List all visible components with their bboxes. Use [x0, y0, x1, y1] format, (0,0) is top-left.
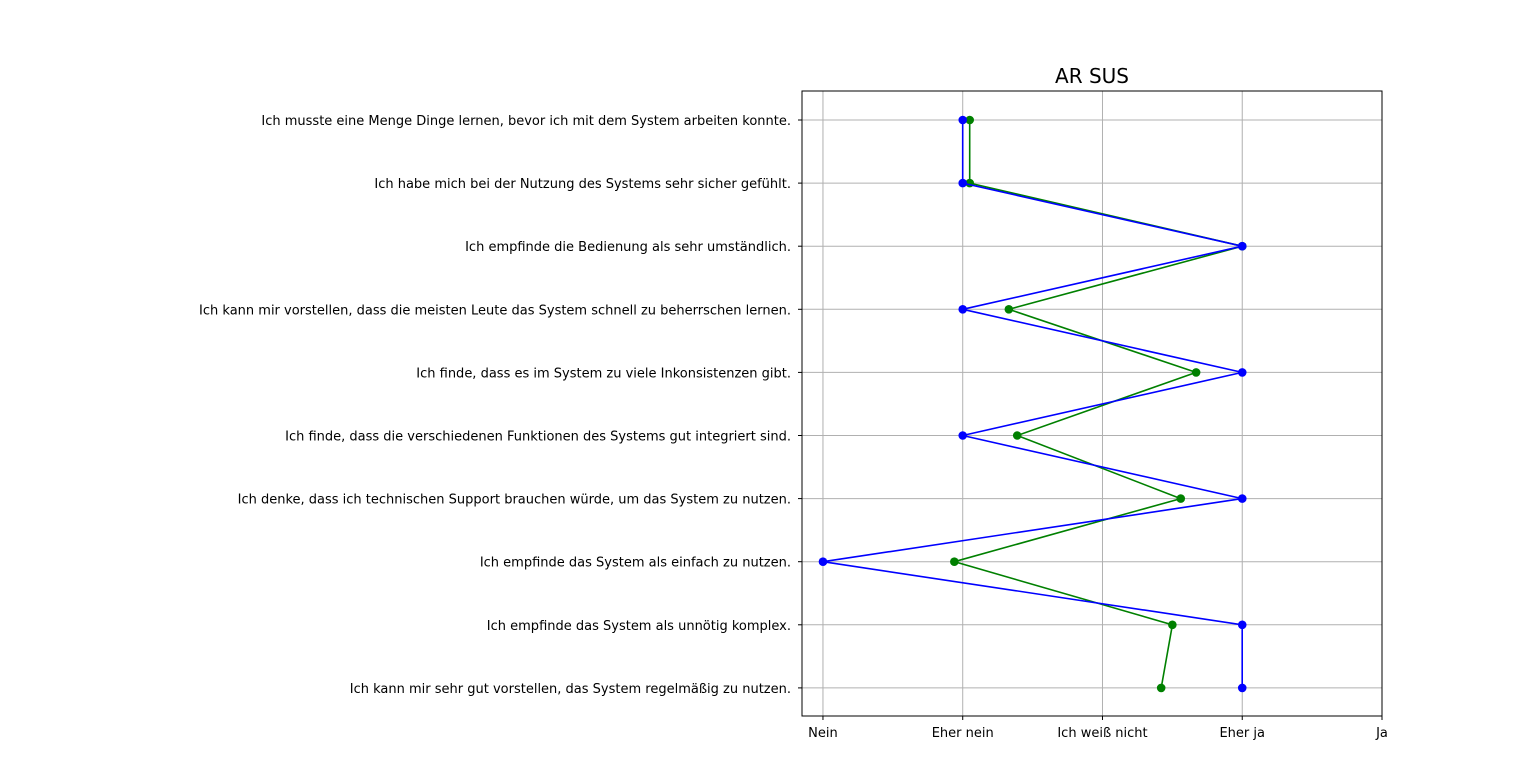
series-2-point: [1237, 620, 1247, 630]
series-1-point: [1191, 368, 1201, 377]
series-1-point: [1012, 431, 1022, 440]
series-2-point: [958, 115, 968, 125]
chart-title: AR SUS: [1055, 64, 1129, 88]
series-2-point: [1237, 494, 1247, 503]
grid: [802, 91, 1383, 716]
y-tick-label: Ich habe mich bei der Nutzung des System…: [374, 177, 791, 192]
y-tick-label: Ich kann mir vorstellen, dass die meiste…: [199, 303, 791, 318]
series-1-point: [1168, 620, 1177, 630]
series-2-point: [1237, 241, 1247, 251]
y-tick-label: Ich finde, dass die verschiedenen Funkti…: [285, 430, 791, 445]
series-2: [818, 115, 1247, 693]
x-tick-label: Eher nein: [932, 726, 994, 741]
x-tick-label: Nein: [808, 726, 838, 741]
series-1-point: [1004, 305, 1014, 314]
y-axis: Ich musste eine Menge Dinge lernen, bevo…: [199, 114, 802, 697]
y-tick-label: Ich kann mir sehr gut vorstellen, das Sy…: [350, 682, 791, 697]
y-tick-label: Ich empfinde die Bedienung als sehr umst…: [465, 240, 791, 255]
series-2-point: [958, 305, 968, 314]
series-2-line: [822, 120, 1243, 688]
series-1: [950, 115, 1247, 693]
series-layer: [818, 115, 1247, 693]
y-tick-label: Ich empfinde das System als einfach zu n…: [480, 556, 791, 571]
plot-frame: [801, 90, 1383, 717]
series-2-point: [1237, 368, 1247, 377]
x-tick-label: Eher ja: [1219, 726, 1265, 741]
series-2-point: [818, 557, 828, 566]
series-2-point: [958, 178, 968, 188]
series-1-point: [1176, 494, 1186, 503]
x-tick-label: Ich weiß nicht: [1057, 726, 1147, 741]
series-2-point: [1237, 683, 1247, 693]
x-tick-label: Ja: [1375, 726, 1388, 741]
series-1-point: [1156, 683, 1166, 693]
series-1-point: [950, 557, 959, 566]
y-tick-label: Ich finde, dass es im System zu viele In…: [416, 366, 791, 381]
x-axis: Nein Eher nein Ich weiß nicht Eher ja Ja: [808, 716, 1388, 741]
y-tick-label: Ich denke, dass ich technischen Support …: [238, 493, 791, 508]
series-2-point: [958, 431, 968, 440]
y-tick-label: Ich empfinde das System als unnötig komp…: [487, 619, 791, 634]
series-1-point: [965, 115, 975, 125]
y-tick-label: Ich musste eine Menge Dinge lernen, bevo…: [261, 114, 791, 129]
